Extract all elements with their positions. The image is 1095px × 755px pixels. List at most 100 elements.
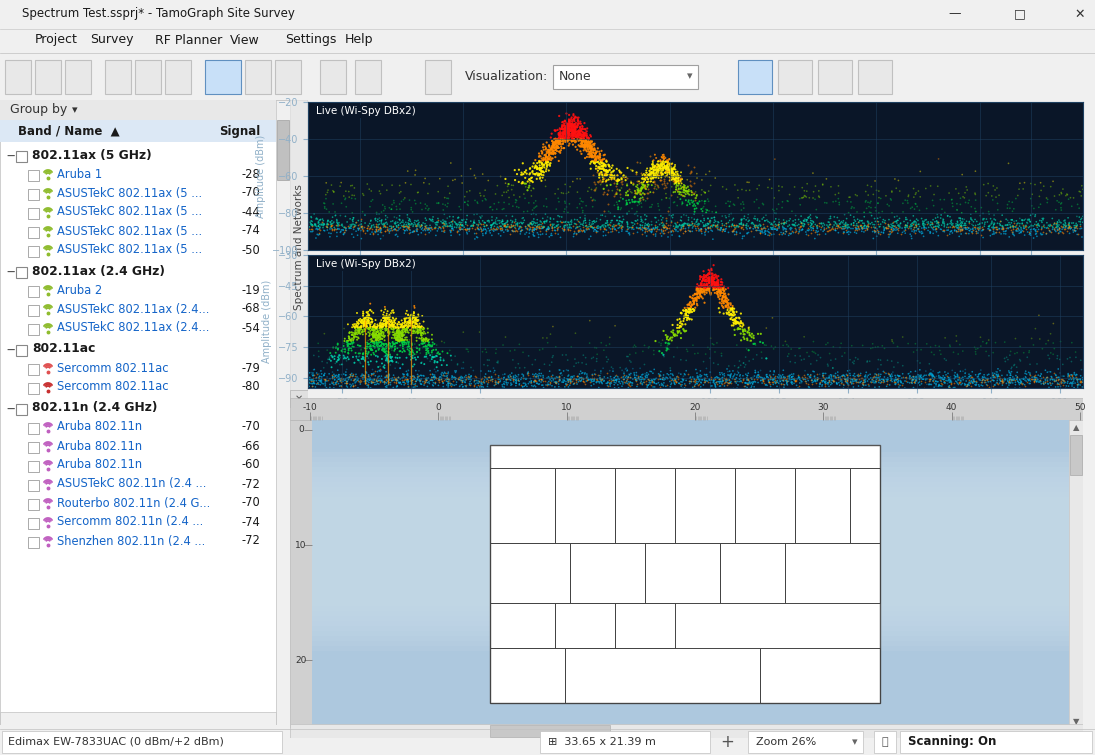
Point xyxy=(887,371,904,384)
Point xyxy=(733,217,750,230)
Point xyxy=(418,222,436,234)
Point xyxy=(817,378,834,390)
Point xyxy=(797,214,815,226)
Point xyxy=(799,224,817,236)
Point xyxy=(626,371,644,384)
Point xyxy=(931,385,948,397)
Point xyxy=(303,219,321,231)
Point xyxy=(511,222,529,234)
Point xyxy=(583,141,600,153)
Point xyxy=(867,226,885,238)
Point xyxy=(799,222,817,234)
Point xyxy=(552,144,569,156)
Point xyxy=(645,348,662,360)
Point xyxy=(523,204,541,216)
Point xyxy=(645,363,662,375)
Point xyxy=(887,224,904,236)
Point xyxy=(382,319,400,331)
Point xyxy=(842,376,860,388)
Point xyxy=(550,133,567,145)
Point xyxy=(629,214,646,226)
Point xyxy=(535,216,553,228)
Point xyxy=(573,125,590,137)
Point xyxy=(531,156,549,168)
Point xyxy=(618,172,635,184)
Point xyxy=(576,368,593,380)
Point xyxy=(654,372,671,384)
Point xyxy=(460,223,477,235)
Point xyxy=(802,371,819,384)
Point xyxy=(698,362,715,374)
Point xyxy=(666,196,683,208)
Point xyxy=(425,351,442,363)
Point xyxy=(646,161,664,173)
Point xyxy=(691,223,708,236)
Point xyxy=(711,281,728,293)
Point xyxy=(623,221,641,233)
Point xyxy=(991,219,1008,231)
Point xyxy=(1000,377,1017,389)
Point xyxy=(581,140,599,152)
Point xyxy=(387,373,404,385)
Point xyxy=(387,373,404,385)
Point xyxy=(570,140,588,153)
Point xyxy=(724,219,741,231)
Point xyxy=(428,361,446,373)
Point xyxy=(672,316,690,328)
Point xyxy=(619,185,636,197)
Point xyxy=(383,355,401,367)
Point xyxy=(614,373,632,385)
Point xyxy=(708,276,726,288)
Point xyxy=(954,216,971,228)
Point xyxy=(696,374,714,387)
Point xyxy=(348,316,366,328)
Point xyxy=(602,179,620,191)
Point xyxy=(434,220,451,233)
Point xyxy=(349,322,367,334)
Point xyxy=(308,378,325,390)
Point xyxy=(377,311,394,323)
Point xyxy=(715,295,733,307)
Point xyxy=(866,215,884,227)
Point xyxy=(598,165,615,177)
Point xyxy=(612,202,630,214)
Point xyxy=(588,353,606,365)
Point xyxy=(534,220,552,233)
Point xyxy=(816,224,833,236)
Point xyxy=(612,215,630,227)
Point xyxy=(1056,377,1073,389)
Point xyxy=(505,372,522,384)
Point xyxy=(675,183,692,196)
Point xyxy=(365,340,382,352)
Point xyxy=(552,220,569,233)
Point xyxy=(637,165,655,177)
Point xyxy=(872,371,889,383)
Point xyxy=(424,213,441,225)
Point xyxy=(514,217,531,230)
Point xyxy=(387,314,404,326)
Point xyxy=(585,151,602,163)
Point xyxy=(822,378,840,390)
Point xyxy=(491,217,508,230)
Point xyxy=(339,319,357,331)
Point xyxy=(660,174,678,186)
Point xyxy=(361,374,379,386)
Point xyxy=(563,118,580,130)
Point xyxy=(564,126,581,138)
Point xyxy=(932,371,949,383)
Point xyxy=(576,137,593,149)
Point xyxy=(791,225,808,237)
Point xyxy=(766,218,784,230)
Point xyxy=(958,379,976,391)
Point xyxy=(837,371,854,383)
Point xyxy=(369,331,387,344)
Point xyxy=(526,217,543,229)
Point xyxy=(595,230,612,242)
Point xyxy=(920,374,937,387)
Point xyxy=(687,302,704,314)
Point xyxy=(957,217,975,230)
Point xyxy=(597,220,614,232)
Point xyxy=(639,374,657,386)
Point xyxy=(525,376,542,388)
Point xyxy=(946,224,964,236)
